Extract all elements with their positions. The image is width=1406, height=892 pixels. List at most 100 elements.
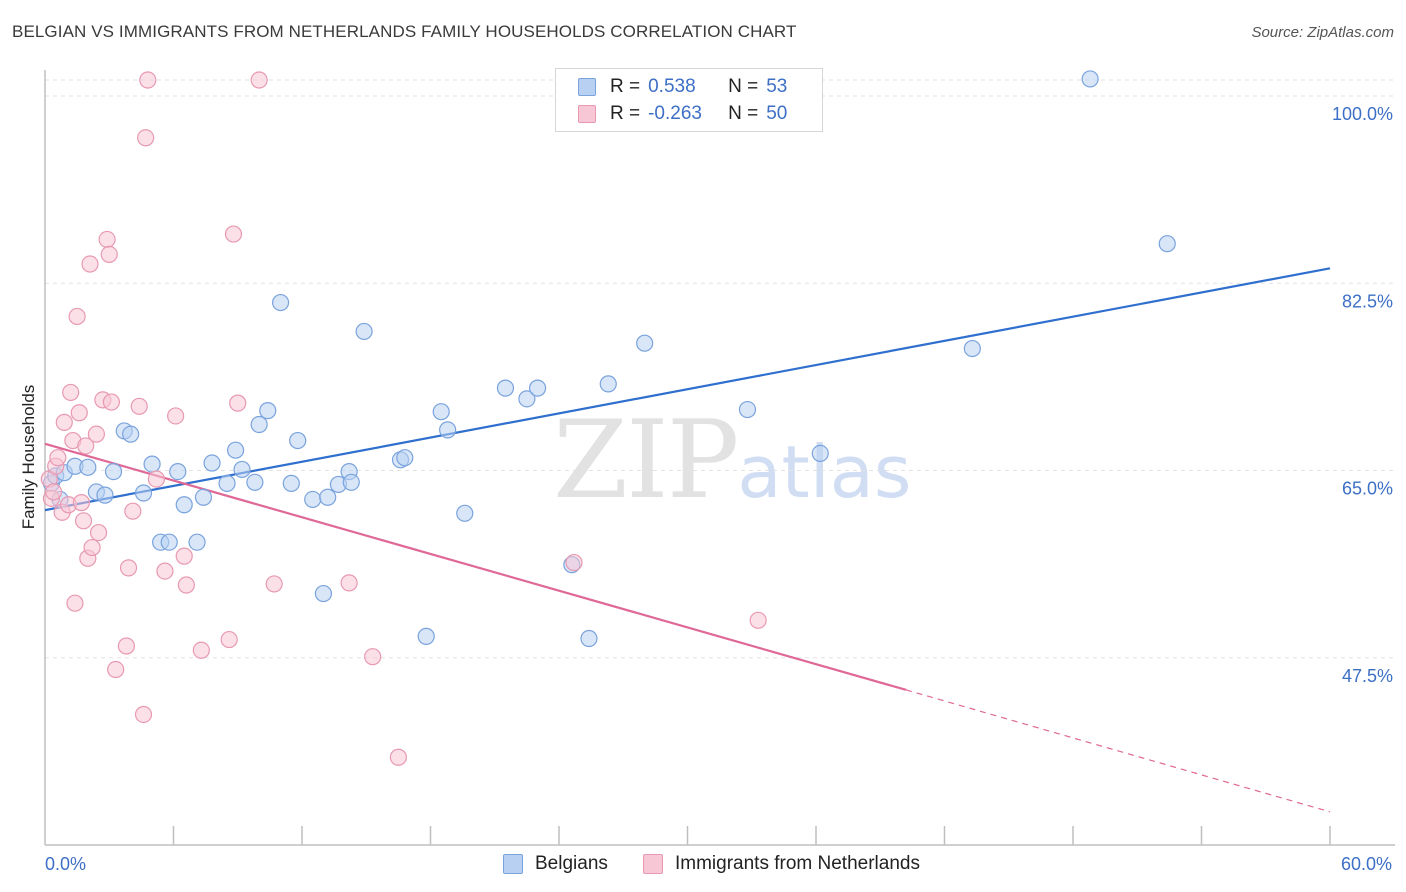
belgian-point xyxy=(811,444,829,463)
netherlands-point xyxy=(389,748,407,766)
netherlands-point xyxy=(224,225,243,243)
netherlands-point xyxy=(117,637,135,655)
belgian-point xyxy=(580,629,598,648)
chart-title: BELGIAN VS IMMIGRANTS FROM NETHERLANDS F… xyxy=(12,22,797,41)
netherlands-point xyxy=(175,547,193,565)
netherlands-point xyxy=(70,404,88,422)
netherlands-point xyxy=(107,660,125,679)
netherlands-point xyxy=(139,71,157,89)
netherlands-point xyxy=(147,470,165,488)
netherlands-point xyxy=(156,562,174,580)
y-tick-label: 100.0% xyxy=(1332,104,1393,124)
netherlands-point xyxy=(130,397,148,415)
x-ticks xyxy=(172,826,1331,845)
netherlands-point xyxy=(44,483,63,501)
belgian-point xyxy=(636,334,654,352)
belgian-point xyxy=(319,488,337,506)
belgian-point xyxy=(1158,235,1176,253)
netherlands-point xyxy=(124,502,142,520)
legend-label-belgians: Belgians xyxy=(535,853,608,874)
belgian-point xyxy=(169,462,187,481)
legend-label-netherlands: Immigrants from Netherlands xyxy=(675,853,920,874)
legend-n-label: N = xyxy=(728,76,759,97)
belgian-point xyxy=(143,455,161,473)
gridlines xyxy=(45,79,1395,659)
belgian-point xyxy=(417,627,435,645)
belgian-point xyxy=(246,473,264,491)
netherlands-point xyxy=(77,437,95,455)
belgian-point xyxy=(79,458,97,476)
netherlands-point xyxy=(72,494,91,512)
belgian-point xyxy=(233,460,251,479)
netherlands-point xyxy=(74,512,93,530)
y-axis-title: Family Households xyxy=(19,385,38,530)
belgian-point xyxy=(355,322,373,341)
belgian-point xyxy=(227,441,245,459)
correlation-legend: R = 0.538 N = 53 R = -0.263 N = 50 xyxy=(555,68,823,132)
belgian-point xyxy=(122,425,140,443)
legend-n-value: 50 xyxy=(766,103,788,124)
belgian-point xyxy=(259,402,277,420)
legend-swatch-pink xyxy=(578,105,596,123)
legend-n-value: 53 xyxy=(766,76,788,97)
belgian-point xyxy=(175,496,193,514)
series-legend: Belgians Immigrants from Netherlands xyxy=(0,853,1406,877)
legend-r-value: -0.263 xyxy=(648,103,702,124)
belgian-point xyxy=(314,584,333,603)
netherlands-trend-line xyxy=(44,442,907,691)
y-tick-label: 47.5% xyxy=(1342,666,1393,686)
netherlands-point xyxy=(229,394,247,412)
netherlands-point xyxy=(102,393,120,411)
y-tick-labels: 47.5% 65.0% 82.5% 100.0% xyxy=(1332,104,1393,686)
netherlands-point xyxy=(55,413,73,431)
belgians-trend-line xyxy=(44,267,1331,512)
belgian-point xyxy=(271,293,290,312)
data-points xyxy=(40,70,1176,766)
netherlands-point xyxy=(340,574,358,592)
belgian-point xyxy=(134,484,153,502)
belgian-point xyxy=(396,449,414,467)
trend-lines xyxy=(44,267,1331,813)
netherlands-point xyxy=(220,630,238,649)
belgian-point xyxy=(599,375,617,393)
netherlands-point xyxy=(137,129,155,147)
netherlands-point xyxy=(565,553,583,572)
x-tick-label-max: 60.0% xyxy=(1341,854,1392,874)
legend-row-netherlands: R = -0.263 N = 50 xyxy=(578,101,787,127)
netherlands-point xyxy=(749,611,767,629)
legend-swatch-blue xyxy=(503,854,523,874)
watermark-atlas: atlas xyxy=(737,430,912,514)
netherlands-point xyxy=(134,705,153,724)
watermark: ZIPatlas xyxy=(553,398,911,523)
x-tick-label-min: 0.0% xyxy=(45,854,86,874)
netherlands-point xyxy=(83,538,101,557)
netherlands-point xyxy=(100,245,118,263)
belgian-point xyxy=(342,473,360,491)
belgian-point xyxy=(104,462,123,481)
belgian-point xyxy=(432,403,450,421)
belgian-point xyxy=(456,504,474,522)
netherlands-point xyxy=(89,523,108,542)
source-label: Source: ZipAtlas.com xyxy=(1251,24,1394,41)
belgian-point xyxy=(218,474,236,492)
belgian-point xyxy=(250,415,268,434)
legend-r-value: 0.538 xyxy=(648,76,696,97)
legend-r-label: R = xyxy=(610,103,641,124)
netherlands-point xyxy=(250,71,268,89)
netherlands-point xyxy=(66,594,84,612)
belgian-point xyxy=(282,474,300,492)
belgian-point xyxy=(203,454,221,472)
netherlands-point xyxy=(167,407,185,425)
belgian-point xyxy=(963,339,981,358)
y-tick-label: 82.5% xyxy=(1342,291,1393,311)
netherlands-point xyxy=(364,648,382,666)
netherlands-point xyxy=(81,255,99,273)
legend-item-belgians: Belgians xyxy=(503,853,608,875)
belgian-point xyxy=(188,533,206,551)
legend-swatch-pink xyxy=(643,854,663,874)
belgian-point xyxy=(738,400,757,419)
netherlands-point xyxy=(177,576,195,594)
netherlands-point xyxy=(68,307,86,326)
belgian-point xyxy=(289,431,307,450)
